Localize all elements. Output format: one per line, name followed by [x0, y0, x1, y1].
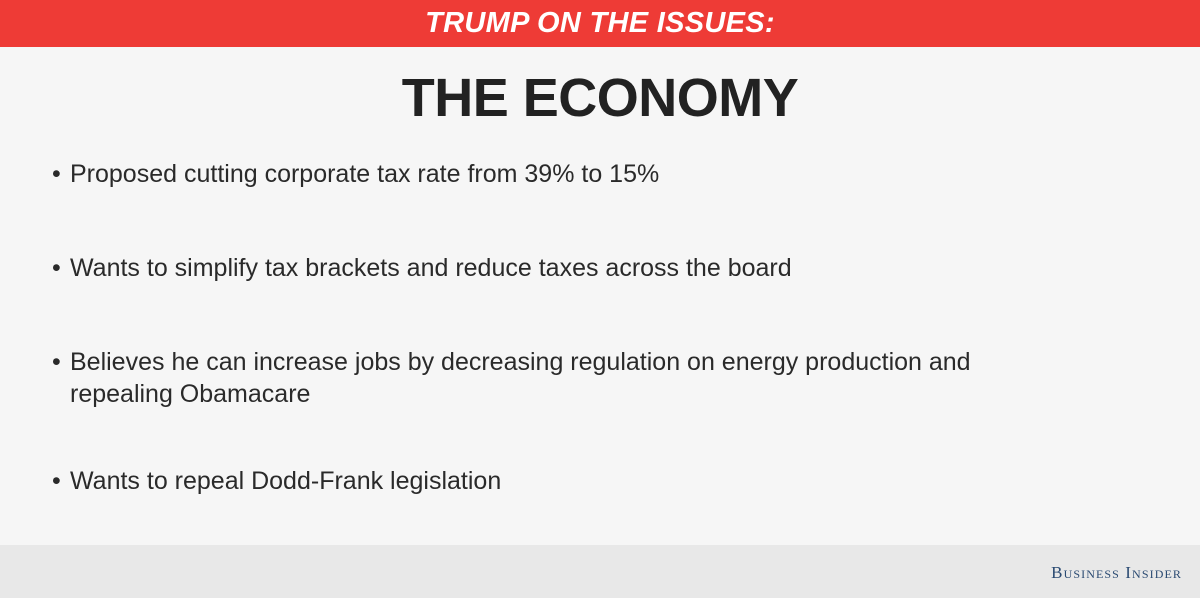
bullet-icon: •	[52, 160, 61, 188]
list-item-text: Wants to repeal Dodd-Frank legislation	[70, 467, 502, 495]
banner-title: TRUMP ON THE ISSUES:	[425, 7, 775, 39]
list-item: • Believes he can increase jobs by decre…	[52, 346, 1052, 410]
list-item: • Wants to repeal Dodd-Frank legislation	[52, 465, 1052, 497]
list-item: • Wants to simplify tax brackets and red…	[52, 252, 1052, 284]
list-item-text: Believes he can increase jobs by decreas…	[70, 348, 971, 408]
bullet-icon: •	[52, 348, 61, 376]
business-insider-logo: Business Insider	[1051, 563, 1182, 582]
list-item-text: Proposed cutting corporate tax rate from…	[70, 160, 660, 188]
issue-list: • Proposed cutting corporate tax rate fr…	[52, 158, 1052, 497]
footer: Business Insider	[0, 545, 1200, 598]
header-banner: TRUMP ON THE ISSUES:	[0, 0, 1200, 47]
list-item: • Proposed cutting corporate tax rate fr…	[52, 158, 1052, 190]
page-title: THE ECONOMY	[401, 68, 799, 128]
list-item-text: Wants to simplify tax brackets and reduc…	[70, 254, 792, 282]
bullet-icon: •	[52, 467, 61, 495]
bullet-icon: •	[52, 254, 61, 282]
